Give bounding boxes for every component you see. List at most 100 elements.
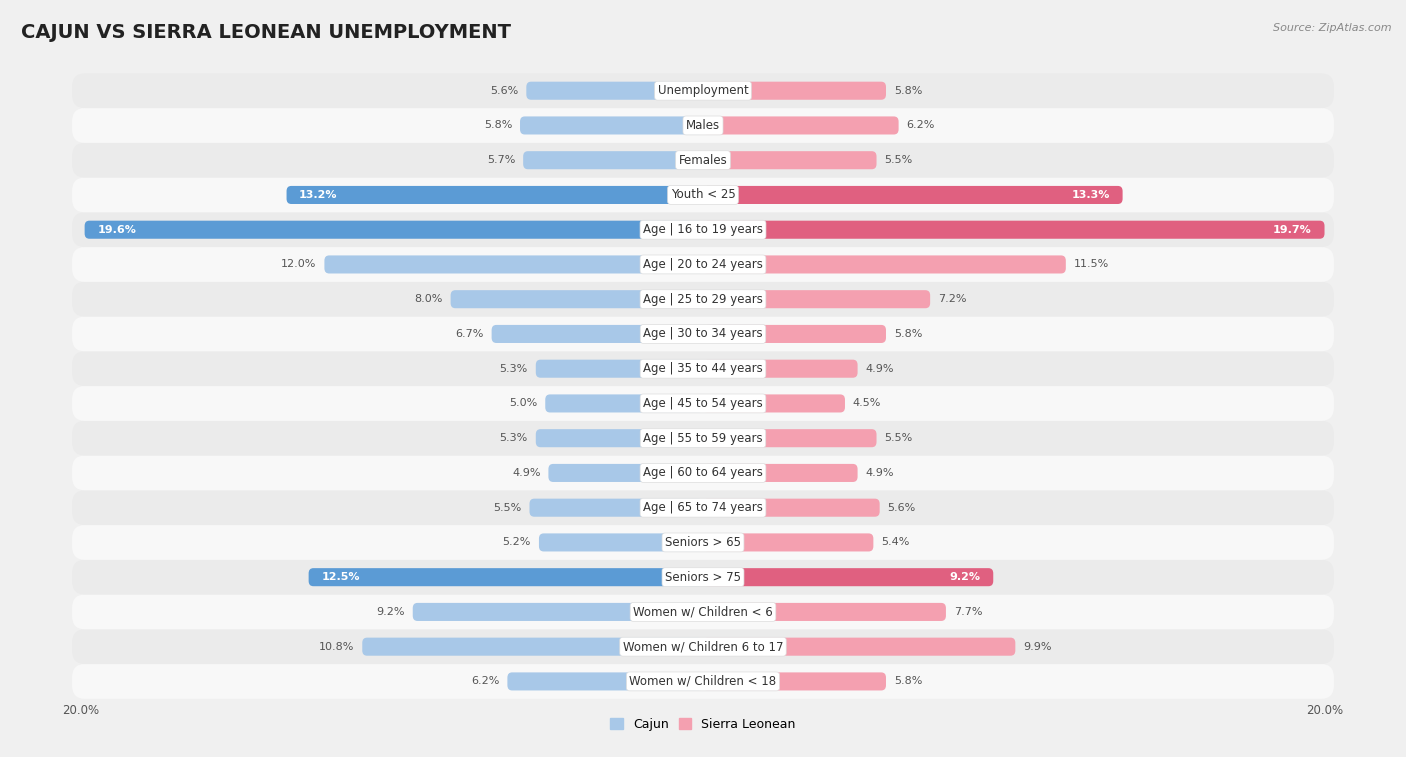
Text: Seniors > 65: Seniors > 65 bbox=[665, 536, 741, 549]
FancyBboxPatch shape bbox=[703, 603, 946, 621]
Text: Women w/ Children < 6: Women w/ Children < 6 bbox=[633, 606, 773, 618]
FancyBboxPatch shape bbox=[492, 325, 703, 343]
FancyBboxPatch shape bbox=[72, 491, 1334, 525]
FancyBboxPatch shape bbox=[703, 499, 880, 517]
Text: 5.6%: 5.6% bbox=[887, 503, 915, 512]
Text: 5.8%: 5.8% bbox=[484, 120, 512, 130]
Text: 6.2%: 6.2% bbox=[471, 677, 499, 687]
FancyBboxPatch shape bbox=[72, 421, 1334, 456]
FancyBboxPatch shape bbox=[72, 143, 1334, 178]
Text: Youth < 25: Youth < 25 bbox=[671, 188, 735, 201]
Text: Women w/ Children 6 to 17: Women w/ Children 6 to 17 bbox=[623, 640, 783, 653]
Text: Females: Females bbox=[679, 154, 727, 167]
FancyBboxPatch shape bbox=[536, 360, 703, 378]
FancyBboxPatch shape bbox=[72, 594, 1334, 629]
Legend: Cajun, Sierra Leonean: Cajun, Sierra Leonean bbox=[606, 713, 800, 736]
FancyBboxPatch shape bbox=[703, 290, 931, 308]
FancyBboxPatch shape bbox=[72, 351, 1334, 386]
FancyBboxPatch shape bbox=[703, 464, 858, 482]
Text: Age | 20 to 24 years: Age | 20 to 24 years bbox=[643, 258, 763, 271]
Text: 5.2%: 5.2% bbox=[503, 537, 531, 547]
Text: Age | 60 to 64 years: Age | 60 to 64 years bbox=[643, 466, 763, 479]
Text: 10.8%: 10.8% bbox=[319, 642, 354, 652]
Text: 12.0%: 12.0% bbox=[281, 260, 316, 269]
FancyBboxPatch shape bbox=[703, 117, 898, 135]
FancyBboxPatch shape bbox=[287, 186, 703, 204]
Text: Age | 45 to 54 years: Age | 45 to 54 years bbox=[643, 397, 763, 410]
Text: Unemployment: Unemployment bbox=[658, 84, 748, 97]
FancyBboxPatch shape bbox=[703, 429, 876, 447]
FancyBboxPatch shape bbox=[450, 290, 703, 308]
Text: Age | 30 to 34 years: Age | 30 to 34 years bbox=[643, 328, 763, 341]
Text: 5.3%: 5.3% bbox=[499, 433, 527, 443]
Text: 6.2%: 6.2% bbox=[907, 120, 935, 130]
Text: 20.0%: 20.0% bbox=[1306, 704, 1344, 717]
FancyBboxPatch shape bbox=[508, 672, 703, 690]
FancyBboxPatch shape bbox=[72, 247, 1334, 282]
Text: Age | 16 to 19 years: Age | 16 to 19 years bbox=[643, 223, 763, 236]
Text: Seniors > 75: Seniors > 75 bbox=[665, 571, 741, 584]
FancyBboxPatch shape bbox=[72, 456, 1334, 491]
FancyBboxPatch shape bbox=[526, 82, 703, 100]
FancyBboxPatch shape bbox=[703, 569, 993, 586]
Text: 4.9%: 4.9% bbox=[512, 468, 540, 478]
FancyBboxPatch shape bbox=[548, 464, 703, 482]
Text: 6.7%: 6.7% bbox=[456, 329, 484, 339]
Text: 5.3%: 5.3% bbox=[499, 363, 527, 374]
Text: 4.9%: 4.9% bbox=[866, 363, 894, 374]
FancyBboxPatch shape bbox=[703, 221, 1324, 238]
FancyBboxPatch shape bbox=[703, 151, 876, 170]
FancyBboxPatch shape bbox=[72, 629, 1334, 664]
FancyBboxPatch shape bbox=[72, 525, 1334, 560]
FancyBboxPatch shape bbox=[72, 108, 1334, 143]
FancyBboxPatch shape bbox=[703, 325, 886, 343]
FancyBboxPatch shape bbox=[72, 386, 1334, 421]
Text: Age | 35 to 44 years: Age | 35 to 44 years bbox=[643, 362, 763, 375]
Text: 13.2%: 13.2% bbox=[299, 190, 337, 200]
FancyBboxPatch shape bbox=[325, 255, 703, 273]
FancyBboxPatch shape bbox=[520, 117, 703, 135]
FancyBboxPatch shape bbox=[703, 186, 1122, 204]
Text: 11.5%: 11.5% bbox=[1074, 260, 1109, 269]
FancyBboxPatch shape bbox=[84, 221, 703, 238]
FancyBboxPatch shape bbox=[72, 212, 1334, 247]
Text: 5.7%: 5.7% bbox=[486, 155, 515, 165]
FancyBboxPatch shape bbox=[703, 255, 1066, 273]
FancyBboxPatch shape bbox=[72, 73, 1334, 108]
FancyBboxPatch shape bbox=[413, 603, 703, 621]
FancyBboxPatch shape bbox=[536, 429, 703, 447]
Text: 13.3%: 13.3% bbox=[1071, 190, 1109, 200]
Text: Age | 65 to 74 years: Age | 65 to 74 years bbox=[643, 501, 763, 514]
Text: 12.5%: 12.5% bbox=[321, 572, 360, 582]
FancyBboxPatch shape bbox=[523, 151, 703, 170]
FancyBboxPatch shape bbox=[703, 82, 886, 100]
FancyBboxPatch shape bbox=[309, 569, 703, 586]
Text: 5.8%: 5.8% bbox=[894, 86, 922, 95]
Text: CAJUN VS SIERRA LEONEAN UNEMPLOYMENT: CAJUN VS SIERRA LEONEAN UNEMPLOYMENT bbox=[21, 23, 512, 42]
FancyBboxPatch shape bbox=[703, 672, 886, 690]
FancyBboxPatch shape bbox=[72, 560, 1334, 594]
FancyBboxPatch shape bbox=[72, 178, 1334, 212]
FancyBboxPatch shape bbox=[538, 534, 703, 551]
Text: Source: ZipAtlas.com: Source: ZipAtlas.com bbox=[1274, 23, 1392, 33]
FancyBboxPatch shape bbox=[703, 360, 858, 378]
Text: 19.6%: 19.6% bbox=[97, 225, 136, 235]
Text: 5.4%: 5.4% bbox=[882, 537, 910, 547]
Text: 9.2%: 9.2% bbox=[377, 607, 405, 617]
Text: 8.0%: 8.0% bbox=[415, 294, 443, 304]
Text: 4.5%: 4.5% bbox=[853, 398, 882, 409]
Text: 5.5%: 5.5% bbox=[884, 155, 912, 165]
FancyBboxPatch shape bbox=[530, 499, 703, 517]
Text: 4.9%: 4.9% bbox=[866, 468, 894, 478]
FancyBboxPatch shape bbox=[363, 637, 703, 656]
Text: 9.9%: 9.9% bbox=[1024, 642, 1052, 652]
Text: 5.8%: 5.8% bbox=[894, 329, 922, 339]
FancyBboxPatch shape bbox=[72, 282, 1334, 316]
FancyBboxPatch shape bbox=[72, 664, 1334, 699]
Text: 7.7%: 7.7% bbox=[953, 607, 983, 617]
Text: Age | 55 to 59 years: Age | 55 to 59 years bbox=[643, 431, 763, 444]
FancyBboxPatch shape bbox=[72, 316, 1334, 351]
Text: 19.7%: 19.7% bbox=[1274, 225, 1312, 235]
FancyBboxPatch shape bbox=[703, 637, 1015, 656]
Text: 9.2%: 9.2% bbox=[949, 572, 980, 582]
